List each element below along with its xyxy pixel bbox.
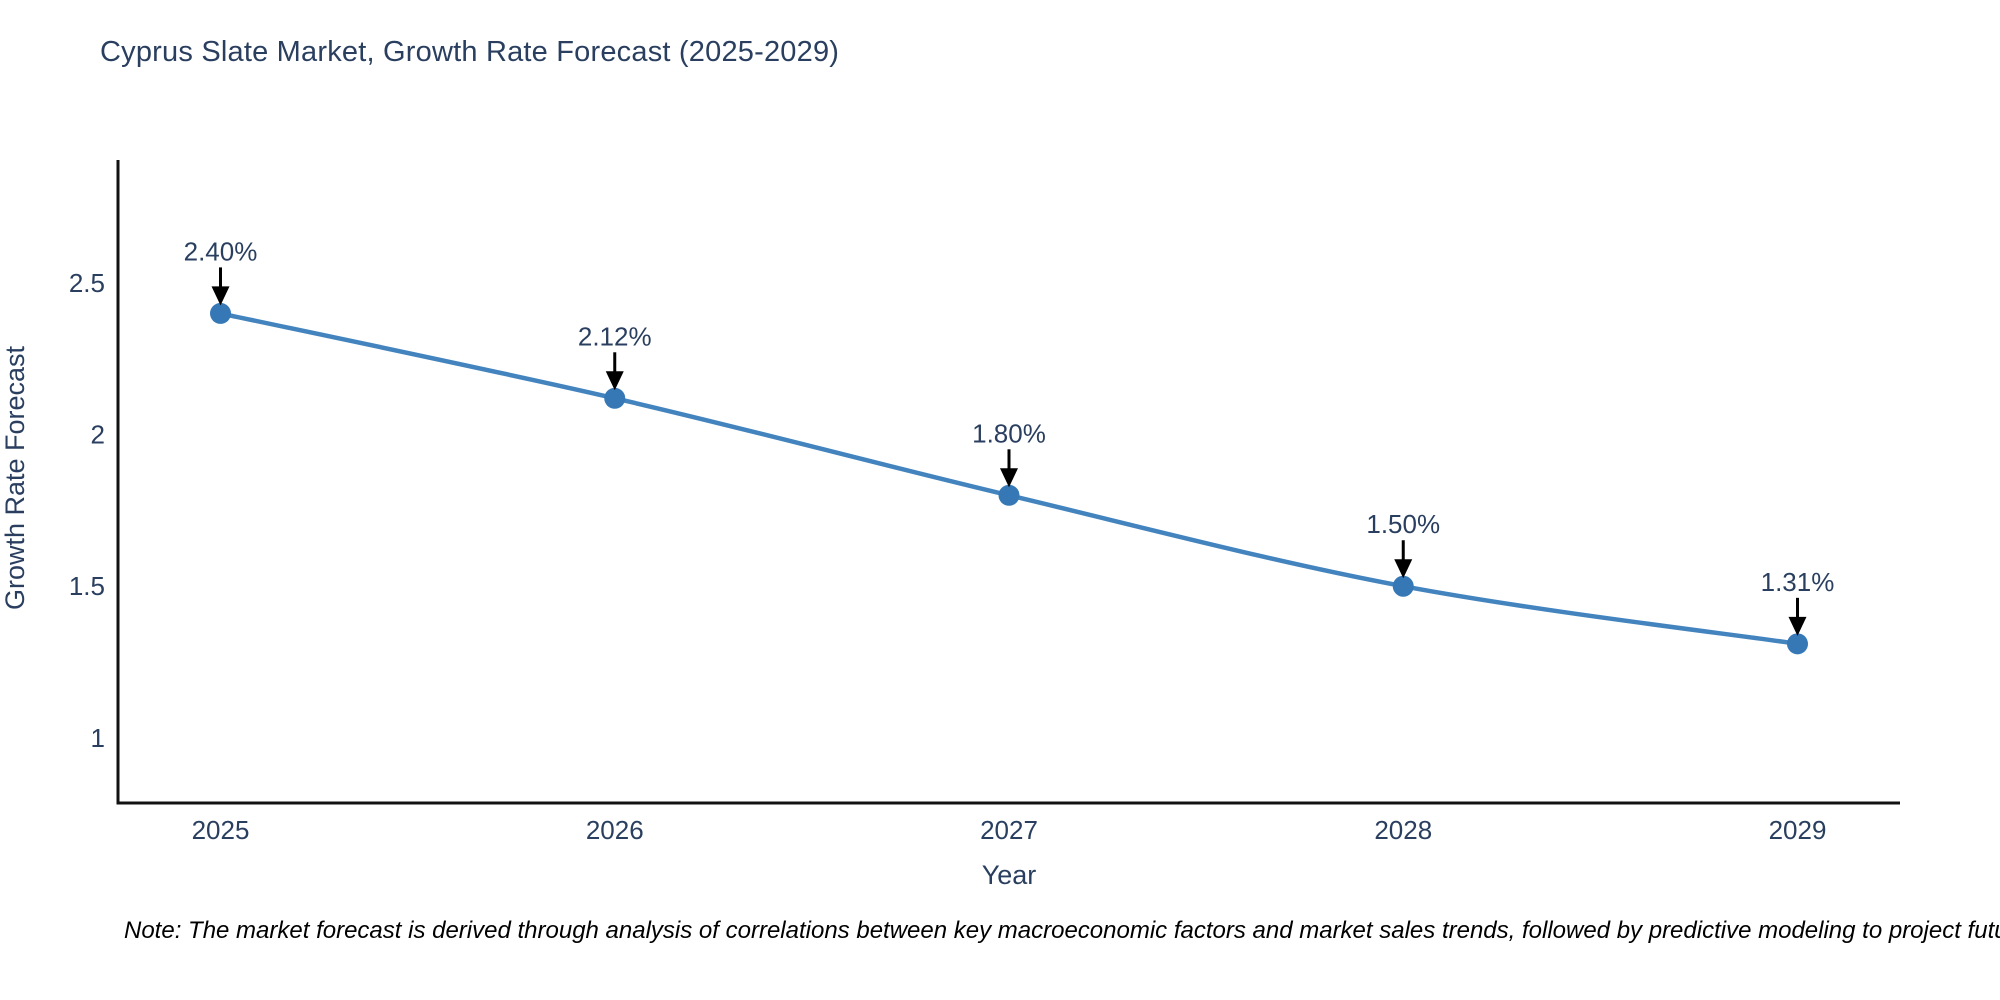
data-point	[604, 387, 626, 409]
data-point	[210, 302, 232, 324]
data-point	[1392, 575, 1414, 597]
y-tick-label: 2	[91, 420, 105, 450]
annotation-label: 2.40%	[184, 236, 258, 266]
x-tick-label: 2028	[1374, 815, 1432, 845]
annotation-label: 1.50%	[1366, 509, 1440, 539]
chart-footnote: Note: The market forecast is derived thr…	[124, 917, 2000, 944]
annotation-arrowhead	[1788, 616, 1807, 636]
annotation-arrowhead	[1000, 468, 1018, 488]
x-tick-label: 2029	[1769, 815, 1827, 845]
chart-title: Cyprus Slate Market, Growth Rate Forecas…	[100, 36, 840, 68]
annotation-arrowhead	[605, 371, 624, 391]
annotation-arrowhead	[211, 286, 230, 306]
x-tick-label: 2027	[980, 815, 1038, 845]
annotation-label: 1.31%	[1761, 567, 1835, 597]
data-point	[998, 484, 1020, 506]
x-tick-label: 2026	[586, 815, 644, 845]
x-tick-label: 2025	[192, 815, 250, 845]
y-tick-label: 1.5	[69, 571, 105, 601]
y-axis-title: Growth Rate Forecast	[0, 345, 30, 610]
y-tick-label: 2.5	[69, 268, 105, 298]
annotation-arrowhead	[1394, 559, 1413, 579]
annotation-label: 2.12%	[578, 321, 652, 351]
annotation-label: 1.80%	[972, 418, 1046, 448]
y-tick-label: 1	[91, 723, 105, 753]
data-point	[1786, 633, 1808, 655]
x-axis-title: Year	[982, 860, 1037, 890]
